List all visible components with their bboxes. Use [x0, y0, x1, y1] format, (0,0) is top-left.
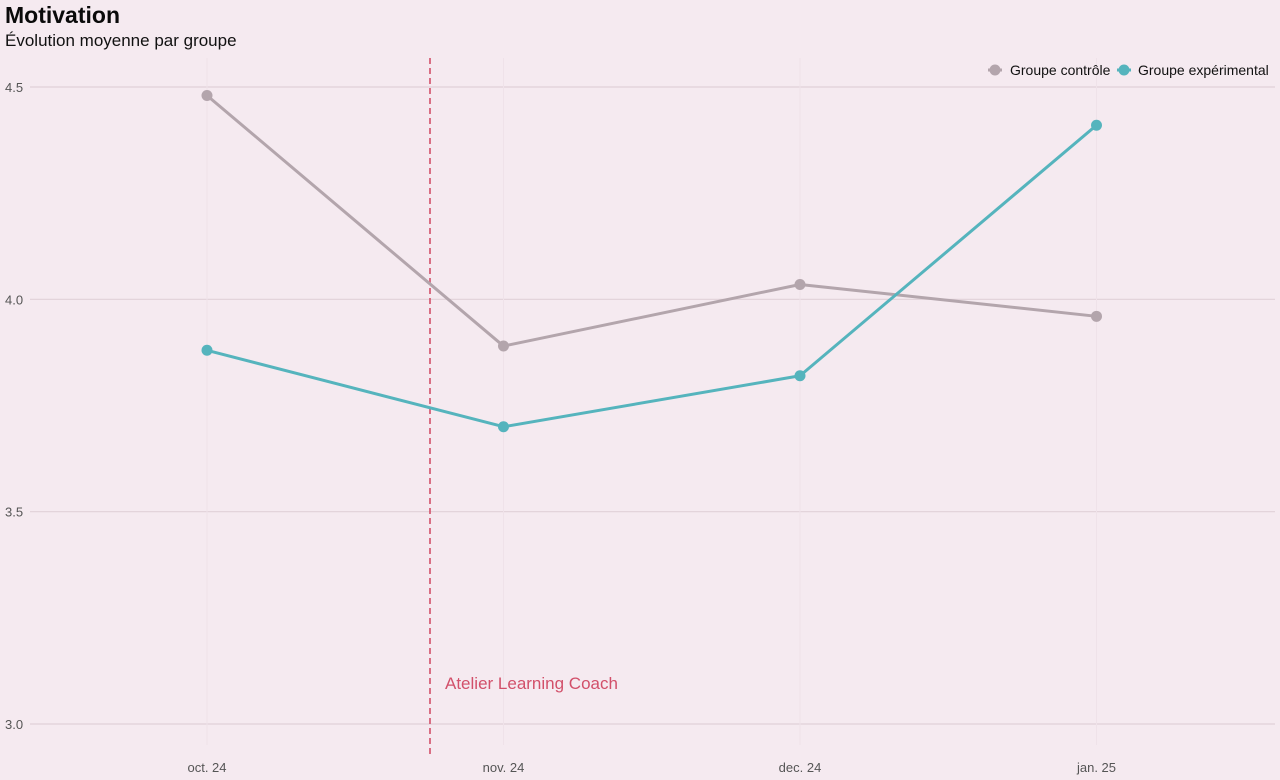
y-tick-label: 4.0	[5, 292, 23, 307]
y-tick-label: 4.5	[5, 80, 23, 95]
legend-label: Groupe expérimental	[1138, 62, 1269, 78]
legend-label: Groupe contrôle	[1010, 62, 1111, 78]
series-line-1	[206, 94, 1097, 348]
y-tick-label: 3.0	[5, 717, 23, 732]
x-tick-label: jan. 25	[1076, 760, 1116, 775]
legend-swatch-marker	[1118, 64, 1130, 76]
legend-swatch-marker	[989, 64, 1001, 76]
x-tick-label: oct. 24	[187, 760, 226, 775]
data-point	[201, 344, 213, 356]
data-point	[794, 370, 806, 382]
y-tick-label: 3.5	[5, 505, 23, 520]
data-point	[1091, 119, 1102, 131]
chart-title: Motivation	[5, 2, 120, 28]
data-point	[201, 89, 213, 101]
x-tick-label: dec. 24	[779, 760, 822, 775]
x-tick-label: nov. 24	[483, 760, 525, 775]
data-point	[498, 421, 509, 433]
data-point	[498, 340, 509, 352]
annotation-label: Atelier Learning Coach	[445, 674, 618, 693]
series-line-2	[206, 124, 1098, 429]
data-point	[1091, 310, 1102, 322]
data-point	[794, 278, 806, 290]
chart-subtitle: Évolution moyenne par groupe	[5, 31, 237, 50]
